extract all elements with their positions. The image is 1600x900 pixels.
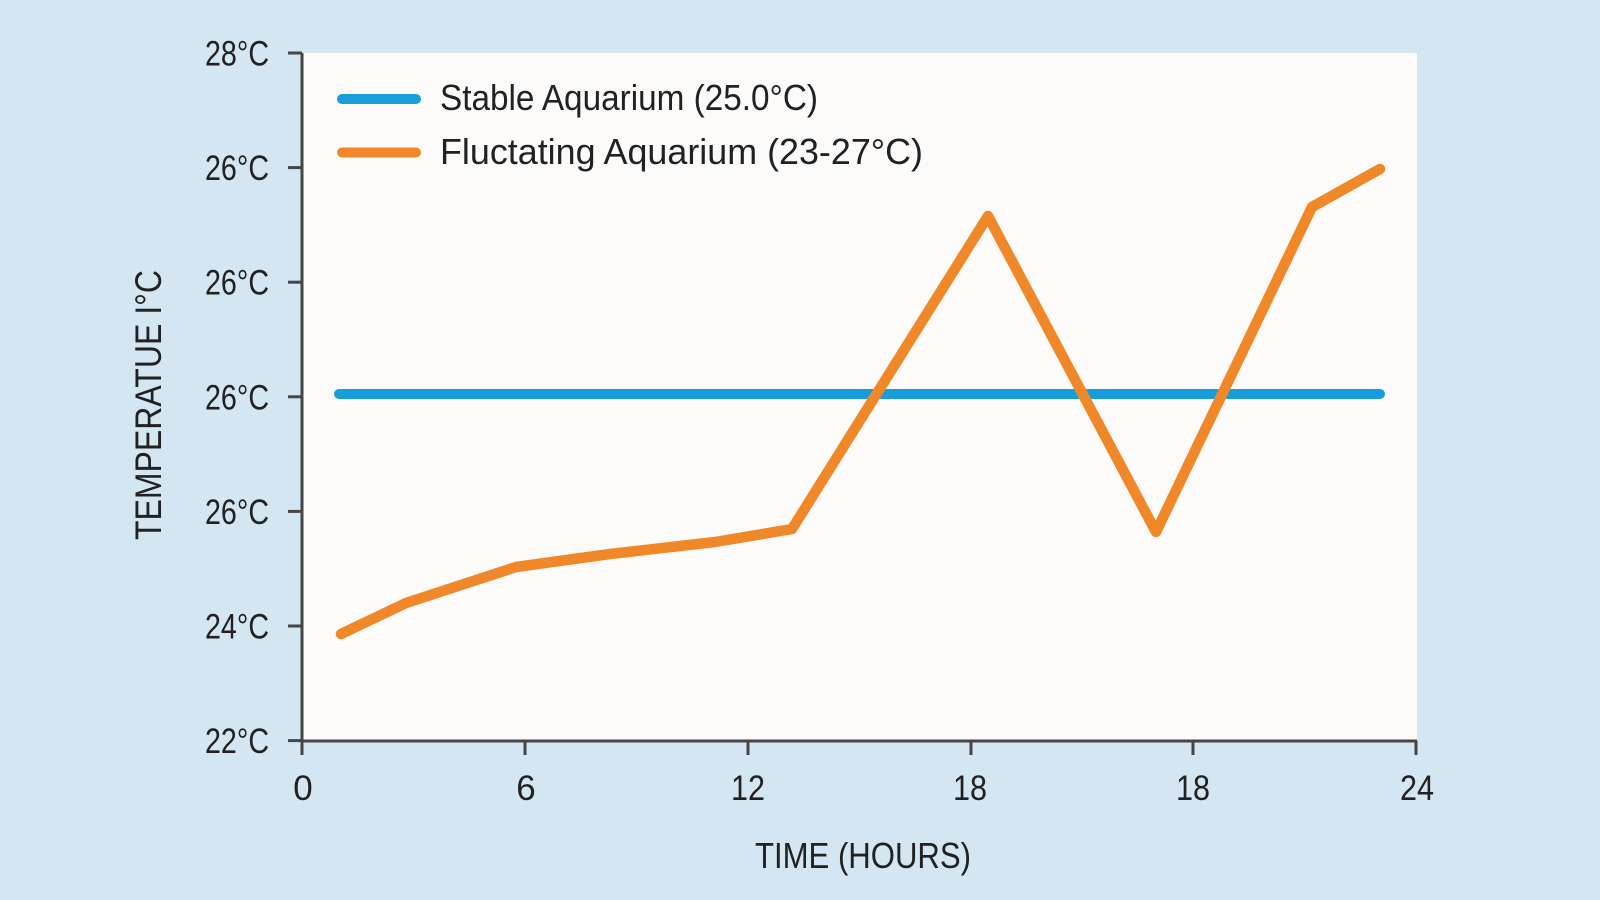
svg-text:Fluctating Aquarium (23-27°C): Fluctating Aquarium (23-27°C) bbox=[440, 131, 923, 172]
svg-text:26°C: 26°C bbox=[205, 264, 269, 303]
svg-text:6: 6 bbox=[516, 769, 535, 808]
svg-text:28°C: 28°C bbox=[205, 35, 269, 74]
svg-text:TEMPERATUE I°C: TEMPERATUE I°C bbox=[128, 270, 169, 540]
svg-text:24: 24 bbox=[1400, 769, 1434, 808]
svg-text:26°C: 26°C bbox=[205, 149, 269, 188]
svg-text:TIME (HOURS): TIME (HOURS) bbox=[755, 835, 971, 876]
svg-text:12: 12 bbox=[731, 769, 765, 808]
svg-text:Stable Aquarium (25.0°C): Stable Aquarium (25.0°C) bbox=[440, 77, 818, 118]
svg-text:22°C: 22°C bbox=[205, 722, 269, 761]
svg-text:18: 18 bbox=[953, 769, 987, 808]
svg-text:26°C: 26°C bbox=[205, 378, 269, 417]
svg-text:24°C: 24°C bbox=[205, 608, 269, 647]
svg-text:18: 18 bbox=[1176, 769, 1210, 808]
svg-text:26°C: 26°C bbox=[205, 493, 269, 532]
svg-text:0: 0 bbox=[293, 769, 312, 808]
